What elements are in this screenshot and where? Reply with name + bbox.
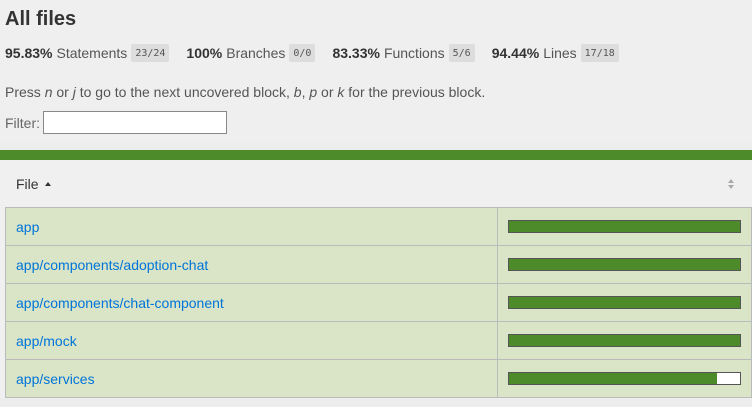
stat-percent: 83.33%: [332, 45, 380, 61]
hint-text: to go to the next uncovered block,: [75, 84, 294, 100]
hint-key: n: [44, 84, 53, 100]
file-cell: app/services: [5, 360, 498, 397]
file-cell: app/components/chat-component: [5, 284, 498, 321]
coverage-bar: [507, 372, 741, 385]
coverage-cell: [498, 322, 752, 359]
stat-label: Branches: [226, 45, 286, 61]
stat-label: Lines: [543, 45, 577, 61]
file-link[interactable]: app/services: [16, 370, 95, 387]
coverage-cell: [498, 246, 752, 283]
table-row: app/components/chat-component: [5, 284, 752, 322]
hint-text: or: [317, 84, 338, 100]
stat-fraction: 17/18: [580, 44, 619, 62]
table-body: app app/components/adoption-chat app/compo…: [5, 207, 752, 398]
sort-ascending-icon: [44, 181, 51, 186]
coverage-bar-fill: [508, 297, 740, 308]
hint-text: Press: [5, 84, 45, 100]
coverage-bar-fill: [508, 335, 740, 346]
stat-fraction: 23/24: [131, 44, 170, 62]
file-cell: app/mock: [5, 322, 498, 359]
file-link[interactable]: app/components/adoption-chat: [16, 256, 209, 273]
stat-statements: 95.83% Statements 23/24: [5, 44, 170, 62]
file-column-label: File: [16, 175, 39, 192]
filter-input[interactable]: [43, 111, 227, 134]
coverage-table: File app app/components/adoption-chat app/…: [0, 160, 752, 398]
table-row: app: [5, 208, 752, 246]
stat-label: Functions: [383, 45, 445, 61]
file-link[interactable]: app/components/chat-component: [16, 294, 224, 311]
file-cell: app: [5, 208, 498, 245]
stat-fraction: 0/0: [289, 44, 316, 62]
keyboard-hint: Press n or j to go to the next uncovered…: [5, 84, 752, 102]
file-link[interactable]: app: [16, 218, 40, 235]
hint-key: j: [72, 84, 76, 100]
stat-percent: 94.44%: [491, 45, 540, 61]
stat-functions: 83.33% Functions 5/6: [332, 44, 475, 62]
hint-key: b: [293, 84, 302, 100]
stat-percent: 100%: [186, 45, 223, 61]
hint-text: or: [52, 84, 73, 100]
coverage-bar-fill: [508, 259, 740, 270]
hint-key: k: [337, 84, 345, 100]
filter-row: Filter:: [5, 111, 752, 134]
table-row: app/components/adoption-chat: [5, 246, 752, 284]
table-row: app/services: [5, 360, 752, 398]
file-column-header[interactable]: File: [5, 176, 51, 192]
file-link[interactable]: app/mock: [16, 332, 77, 349]
stat-lines: 94.44% Lines 17/18: [492, 44, 619, 62]
hint-text: for the previous block.: [344, 84, 486, 100]
hint-text: ,: [301, 84, 310, 100]
coverage-bar: [507, 296, 741, 309]
stat-fraction: 5/6: [448, 44, 475, 62]
coverage-status-line: [0, 150, 752, 160]
file-cell: app/components/adoption-chat: [5, 246, 498, 283]
summary-header: All files 95.83% Statements 23/24 100% B…: [0, 0, 752, 143]
table-header: File: [5, 160, 752, 207]
sort-icon[interactable]: [728, 178, 736, 190]
coverage-cell: [498, 284, 752, 321]
coverage-bar: [507, 258, 741, 271]
stat-branches: 100% Branches 0/0: [186, 44, 316, 62]
filter-label: Filter:: [5, 114, 40, 131]
page-title: All files: [5, 8, 77, 30]
coverage-bar-fill: [508, 373, 717, 384]
coverage-cell: [498, 208, 752, 245]
hint-key: p: [309, 84, 318, 100]
stat-percent: 95.83%: [5, 45, 53, 61]
coverage-cell: [498, 360, 752, 397]
coverage-bar: [507, 334, 741, 347]
coverage-bar: [507, 220, 741, 233]
coverage-stats: 95.83% Statements 23/24 100% Branches 0/…: [5, 42, 752, 64]
table-row: app/mock: [5, 322, 752, 360]
coverage-bar-fill: [508, 221, 740, 232]
stat-label: Statements: [56, 45, 128, 61]
